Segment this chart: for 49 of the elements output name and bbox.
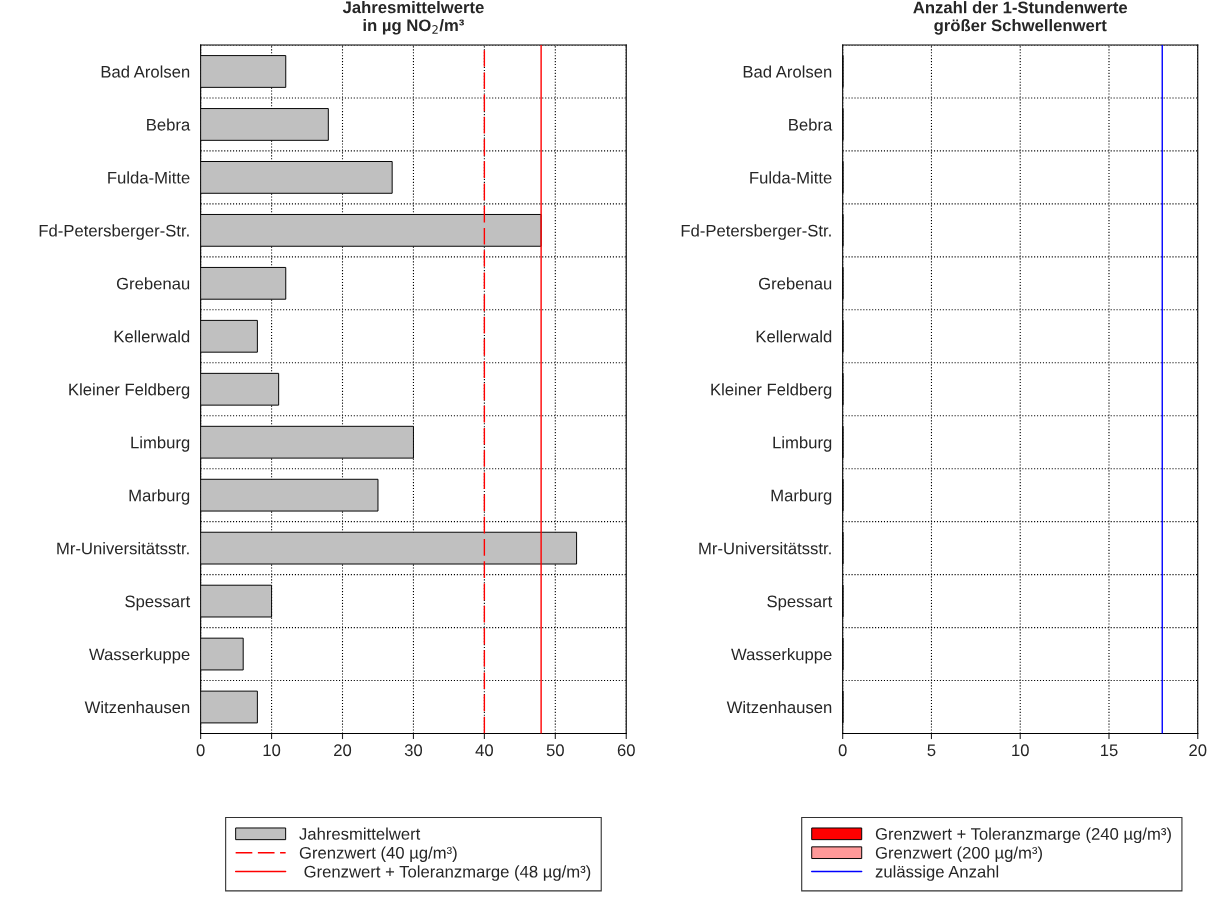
x-tick-label: 20: [334, 744, 352, 757]
x-tick-label: 0: [838, 744, 847, 757]
y-tick-label: Kellerwald: [756, 330, 832, 343]
legend-label: Grenzwert (40 µg/m³): [299, 846, 457, 862]
y-tick-label: Grebenau: [758, 277, 832, 290]
y-tick-label: Bad Arolsen: [101, 65, 190, 78]
y-tick-label: Bebra: [147, 118, 191, 131]
y-tick-label: Mr-Universitätsstr.: [699, 542, 831, 555]
x-tick-label: 40: [475, 744, 493, 757]
y-tick-label: Witzenhausen: [726, 700, 832, 714]
y-tick-label: Marburg: [771, 489, 832, 505]
x-tick-label: 30: [404, 744, 423, 757]
y-tick-label: Fulda-Mitte: [108, 171, 190, 184]
y-tick-label: Wasserkuppe: [731, 648, 832, 664]
bar: [200, 637, 244, 671]
y-tick-label: Limburg: [131, 436, 190, 452]
chart-title: Jahresmittelwerte in µg NO$_{2}$/m³: [342, 0, 484, 35]
x-tick-label: 50: [546, 744, 564, 757]
bar: [200, 690, 258, 724]
x-tick-label: 15: [1100, 744, 1118, 757]
y-tick-label: Kleiner Feldberg: [711, 383, 832, 399]
x-tick-label: 0: [196, 744, 205, 757]
chart-title: Anzahl der 1-Stundenwerte größer Schwellenwert: [913, 1, 1128, 35]
y-tick-label: Wasserkuppe: [89, 648, 190, 664]
x-tick-label: 10: [1012, 744, 1029, 757]
y-tick-label: Fd-Petersberger-Str.: [39, 224, 189, 240]
y-tick-label: Spessart: [767, 595, 833, 611]
legend-label: Grenzwert + Toleranzmarge (240 µg/m³): [875, 827, 1171, 844]
y-tick-label: Fulda-Mitte: [750, 171, 832, 184]
y-tick-label: Spessart: [125, 595, 191, 611]
y-tick-label: Kellerwald: [114, 330, 190, 343]
x-tick-label: 10: [263, 744, 281, 757]
y-tick-label: Witzenhausen: [84, 700, 190, 714]
y-tick-label: Limburg: [773, 436, 832, 452]
y-tick-label: Bebra: [789, 118, 833, 131]
legend-label: Grenzwert (200 µg/m³): [875, 846, 1042, 862]
x-tick-label: 20: [1189, 744, 1207, 757]
bar: [200, 319, 258, 353]
y-tick-label: Bad Arolsen: [743, 65, 832, 78]
legend-label: Grenzwert + Toleranzmarge (48 µg/m³): [304, 865, 591, 881]
y-tick-label: Fd-Petersberger-Str.: [681, 224, 831, 240]
y-tick-label: Marburg: [129, 489, 190, 505]
x-tick-label: 60: [617, 744, 635, 757]
y-tick-label: Grebenau: [116, 277, 190, 290]
x-tick-label: 5: [927, 744, 936, 757]
y-tick-label: Mr-Universitätsstr.: [57, 542, 189, 555]
legend-label: zulässige Anzahl: [875, 865, 999, 881]
legend-label: Jahresmittelwert: [299, 827, 421, 840]
y-tick-label: Kleiner Feldberg: [69, 383, 190, 399]
